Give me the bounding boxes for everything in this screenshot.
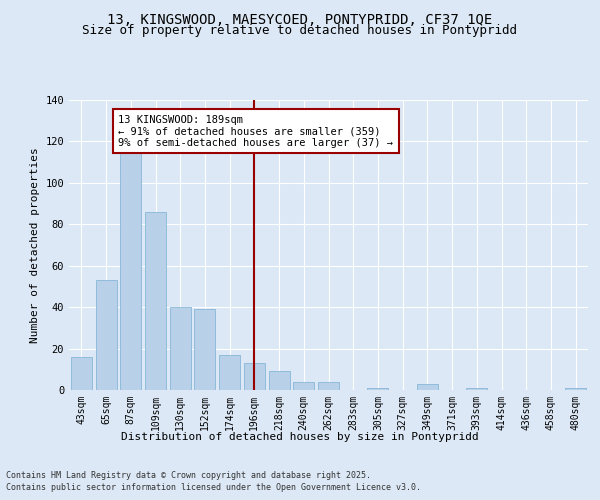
Bar <box>145 212 166 390</box>
Text: 13 KINGSWOOD: 189sqm
← 91% of detached houses are smaller (359)
9% of semi-detac: 13 KINGSWOOD: 189sqm ← 91% of detached h… <box>118 114 394 148</box>
Bar <box>244 363 265 390</box>
Text: 13, KINGSWOOD, MAESYCOED, PONTYPRIDD, CF37 1QE: 13, KINGSWOOD, MAESYCOED, PONTYPRIDD, CF… <box>107 12 493 26</box>
Bar <box>565 388 586 390</box>
Text: Contains public sector information licensed under the Open Government Licence v3: Contains public sector information licen… <box>6 484 421 492</box>
Bar <box>417 384 438 390</box>
Bar <box>293 382 314 390</box>
Bar <box>120 152 141 390</box>
Bar <box>170 307 191 390</box>
Bar <box>95 280 116 390</box>
Y-axis label: Number of detached properties: Number of detached properties <box>30 147 40 343</box>
Bar <box>194 309 215 390</box>
Bar <box>318 382 339 390</box>
Text: Size of property relative to detached houses in Pontypridd: Size of property relative to detached ho… <box>83 24 517 37</box>
Bar <box>269 372 290 390</box>
Text: Distribution of detached houses by size in Pontypridd: Distribution of detached houses by size … <box>121 432 479 442</box>
Text: Contains HM Land Registry data © Crown copyright and database right 2025.: Contains HM Land Registry data © Crown c… <box>6 471 371 480</box>
Bar <box>219 355 240 390</box>
Bar <box>367 388 388 390</box>
Bar <box>71 357 92 390</box>
Bar <box>466 388 487 390</box>
